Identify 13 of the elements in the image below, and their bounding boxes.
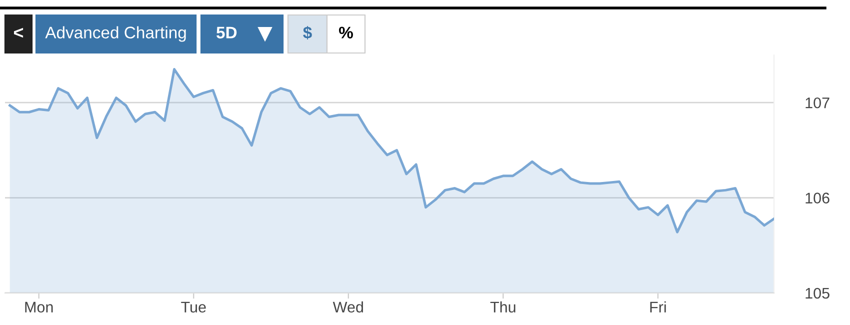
y-tick-label: 105 — [806, 288, 830, 299]
y-tick-label: 107 — [806, 97, 830, 108]
x-tick-label: Fri — [650, 301, 666, 312]
x-tick-label: Thu — [490, 301, 516, 313]
text: < — [14, 28, 24, 38]
text: 5D — [216, 26, 237, 38]
x-tick-label: Mon — [25, 302, 53, 313]
text: $ — [303, 26, 312, 40]
x-tick-label: Tue — [181, 302, 206, 313]
y-tick-label: 106 — [806, 192, 830, 204]
x-tick-label: Wed — [332, 301, 363, 313]
text: % — [339, 26, 353, 38]
text: Advanced Charting — [45, 26, 186, 42]
